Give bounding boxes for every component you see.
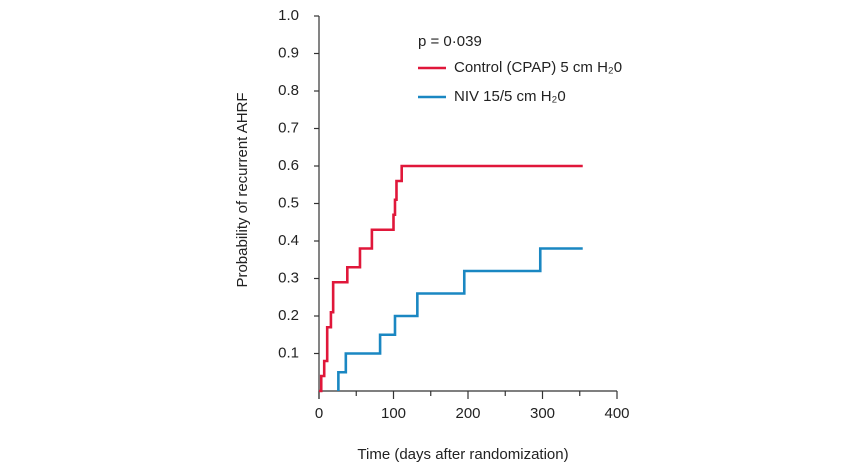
x-tick-label: 0 (315, 405, 323, 422)
y-tick-label: 0.4 (278, 232, 299, 249)
y-tick-label: 0.7 (278, 119, 299, 136)
y-tick-label: 0.9 (278, 44, 299, 61)
y-tick-label: 0.5 (278, 194, 299, 211)
x-tick-label: 200 (455, 405, 480, 422)
survival-curve (337, 247, 583, 391)
y-tick-label: 0.2 (278, 307, 299, 324)
y-tick-label: 0.8 (278, 82, 299, 99)
y-tick-label: 0.3 (278, 269, 299, 286)
survival-curve (319, 164, 583, 393)
y-axis-label: Probability of recurrent AHRF (234, 92, 251, 287)
x-tick-label: 400 (604, 405, 629, 422)
y-tick-label: 0.1 (278, 344, 299, 361)
legend-label: NIV 15/5 cm H₂0 (454, 88, 566, 105)
y-tick-label: 1.0 (278, 7, 299, 24)
x-tick-label: 100 (381, 405, 406, 422)
legend-label: Control (CPAP) 5 cm H₂0 (454, 59, 622, 76)
annotation: p = 0·039 (418, 33, 482, 50)
x-axis-label: Time (days after randomization) (357, 446, 568, 463)
y-tick-label: 0.6 (278, 157, 299, 174)
x-tick-label: 300 (530, 405, 555, 422)
